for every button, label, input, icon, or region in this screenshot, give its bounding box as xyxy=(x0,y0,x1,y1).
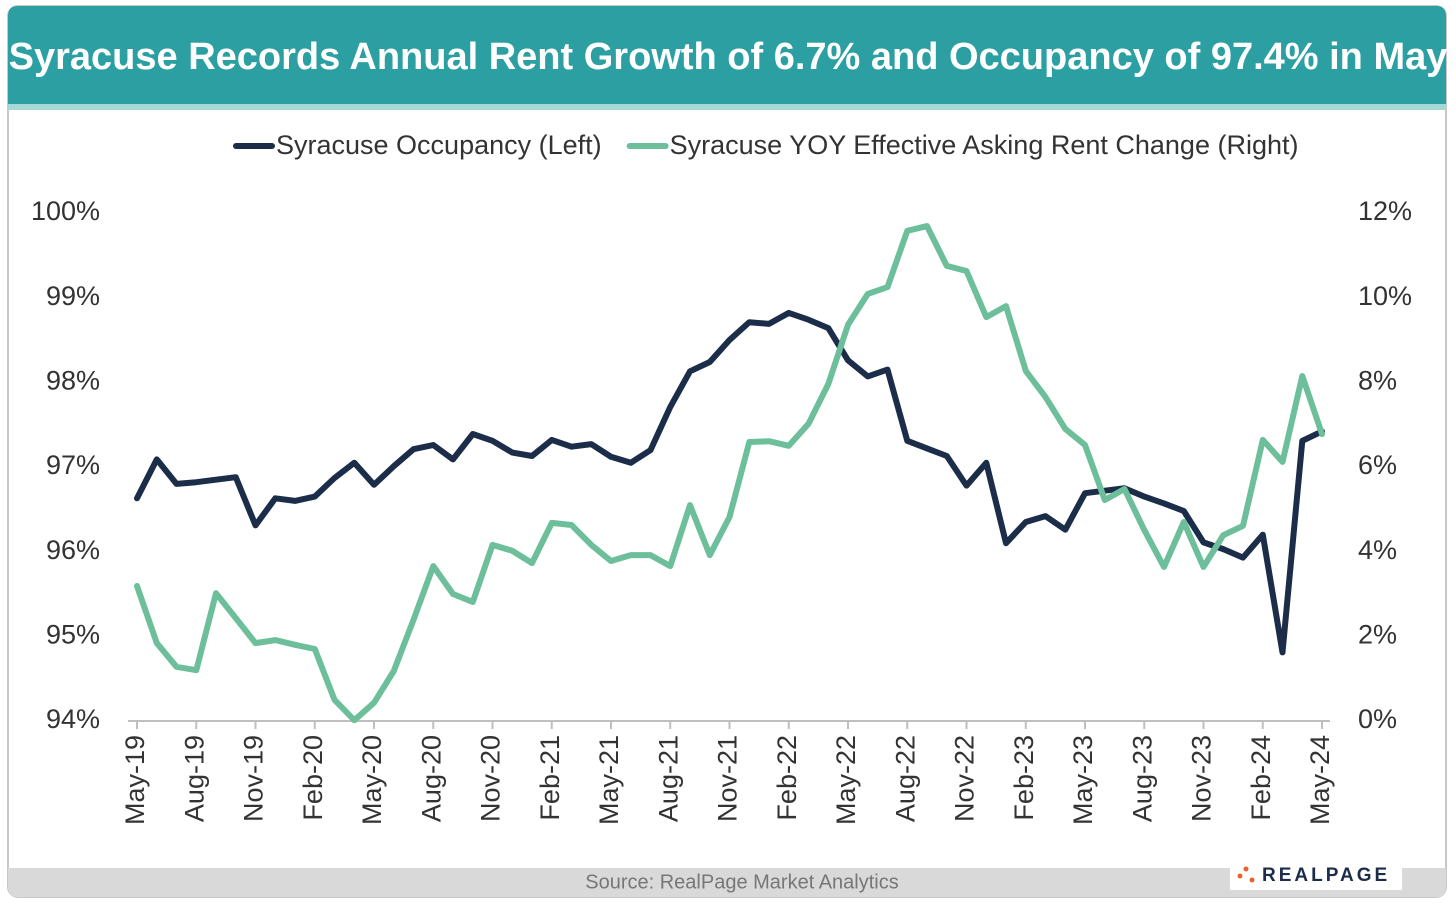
x-tick-label: Aug-23 xyxy=(1127,735,1157,822)
line-series xyxy=(134,223,1325,724)
header-bar xyxy=(8,6,1446,104)
x-tick-label: Aug-19 xyxy=(179,735,209,822)
x-tick-label: Aug-22 xyxy=(890,735,920,822)
y-tick-label: 96% xyxy=(46,535,100,565)
x-tick-label: Nov-20 xyxy=(476,735,506,822)
x-tick-label: Aug-21 xyxy=(653,735,683,822)
x-tick-label: Feb-20 xyxy=(298,735,328,821)
footer-bar xyxy=(8,868,1446,897)
header-strip xyxy=(8,104,1446,110)
x-tick-label: Aug-20 xyxy=(416,735,446,822)
y2-tick-label: 2% xyxy=(1358,619,1397,649)
x-tick-label: Feb-21 xyxy=(535,735,565,821)
logo-dot xyxy=(1243,866,1249,872)
x-tick-label: May-19 xyxy=(120,735,150,825)
x-tick-label: May-20 xyxy=(357,735,387,825)
y-tick-label: 99% xyxy=(46,281,100,311)
y-tick-label: 97% xyxy=(46,450,100,480)
x-tick-label: Nov-21 xyxy=(713,735,743,822)
y2-tick-label: 12% xyxy=(1358,196,1412,226)
x-tick-label: May-21 xyxy=(594,735,624,825)
x-tick-label: May-23 xyxy=(1068,735,1098,825)
y2-tick-label: 0% xyxy=(1358,704,1397,734)
y2-tick-label: 10% xyxy=(1358,281,1412,311)
x-tick-label: Nov-19 xyxy=(239,735,269,822)
y-tick-label: 94% xyxy=(46,704,100,734)
x-tick-label: Nov-22 xyxy=(950,735,980,822)
logo-box xyxy=(1230,860,1402,890)
logo-dot xyxy=(1249,877,1255,883)
x-tick-label: Feb-24 xyxy=(1246,735,1276,821)
x-tick-label: May-24 xyxy=(1305,735,1335,825)
y-tick-label: 100% xyxy=(31,196,100,226)
legend-label: Syracuse Occupancy (Left) xyxy=(276,130,602,160)
y2-tick-label: 6% xyxy=(1358,450,1397,480)
y-tick-label: 98% xyxy=(46,365,100,395)
y-tick-label: 95% xyxy=(46,619,100,649)
logo: REALPAGE xyxy=(1262,865,1390,886)
x-tick-label: Nov-23 xyxy=(1187,735,1217,822)
x-tick-label: May-22 xyxy=(831,735,861,825)
source: Source: RealPage Market Analytics xyxy=(585,871,899,893)
legend-label: Syracuse YOY Effective Asking Rent Chang… xyxy=(670,130,1299,160)
chart-title: Syracuse Records Annual Rent Growth of 6… xyxy=(9,36,1448,78)
x-tick-label: Feb-23 xyxy=(1009,735,1039,821)
logo-dot xyxy=(1237,873,1243,879)
y2-tick-label: 4% xyxy=(1358,535,1397,565)
x-tick-label: Feb-22 xyxy=(772,735,802,821)
y2-tick-label: 8% xyxy=(1358,365,1397,395)
